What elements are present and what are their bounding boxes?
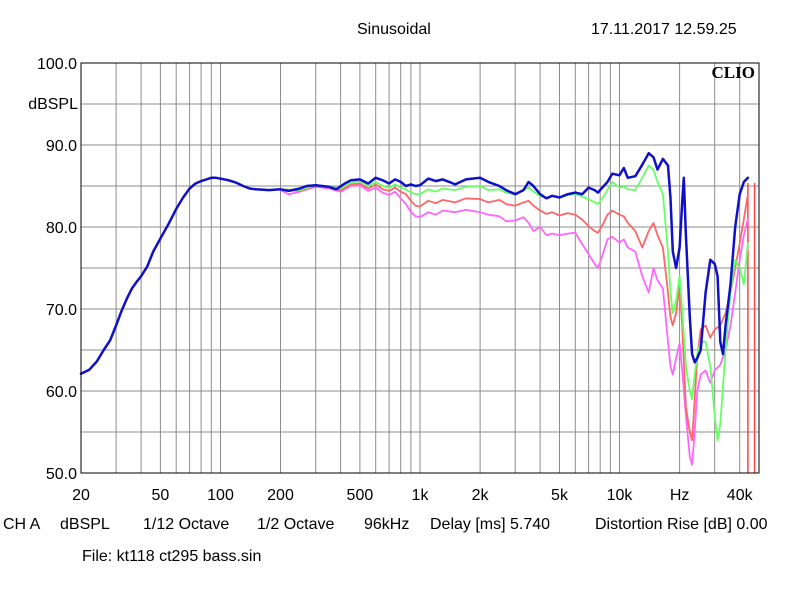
x-tick-label: 5k [551, 487, 569, 504]
x-tick-labels: 20 50 100 200 500 1k 2k 5k 10k Hz 40k [72, 487, 753, 504]
y-tick-labels: 100.0 90.0 80.0 70.0 60.0 50.0 [37, 56, 77, 483]
y-tick-label: 70.0 [46, 302, 77, 319]
series-lines [79, 151, 750, 466]
file-label: File: kt118 ct295 bass.sin [82, 548, 262, 565]
series-line-4 [79, 151, 750, 376]
y-tick-label: 100.0 [37, 56, 77, 73]
distortion-rise-label: Distortion Rise [dB] 0.00 [595, 516, 768, 533]
y-tick-label: 50.0 [46, 466, 77, 483]
series-line-2 [279, 182, 749, 442]
clio-logo: CLIO [712, 63, 755, 82]
measurement-mode: Sinusoidal [357, 21, 431, 38]
x-tick-label: 1k [412, 487, 430, 504]
window-label: 1/2 Octave [257, 516, 335, 533]
markers [747, 183, 756, 473]
x-tick-label: 2k [472, 487, 490, 504]
x-tick-label: 40k [727, 487, 754, 504]
x-tick-label: 200 [267, 487, 294, 504]
x-tick-label: 20 [72, 487, 90, 504]
plot-frame [80, 62, 760, 474]
channel-label: CH A [3, 516, 41, 533]
y-tick-label: 90.0 [46, 138, 77, 155]
x-tick-label: 50 [152, 487, 170, 504]
y-axis-label: dBSPL [28, 96, 78, 113]
x-tick-label: 500 [347, 487, 374, 504]
measurement-datetime: 17.11.2017 12.59.25 [591, 21, 737, 38]
delay-label: Delay [ms] 5.740 [430, 516, 551, 533]
sample-rate-label: 96kHz [364, 516, 410, 533]
smoothing-label: 1/12 Octave [143, 516, 230, 533]
x-tick-label: Hz [670, 487, 690, 504]
y-tick-label: 60.0 [46, 384, 77, 401]
unit-label: dBSPL [60, 516, 110, 533]
x-tick-label: 100 [207, 487, 234, 504]
x-tick-label: 10k [607, 487, 634, 504]
series-line-1 [279, 184, 749, 466]
y-tick-label: 80.0 [46, 220, 77, 237]
